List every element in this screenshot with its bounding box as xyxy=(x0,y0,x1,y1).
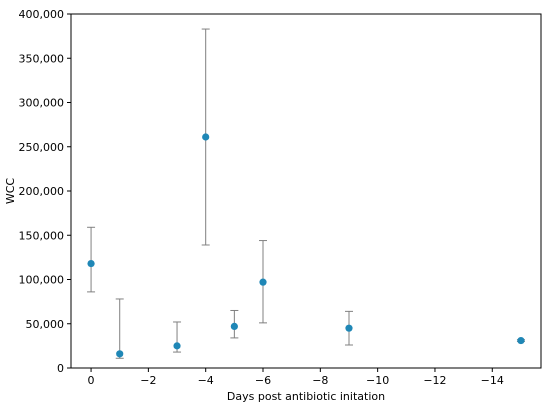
y-axis-label: WCC xyxy=(4,178,17,205)
data-point xyxy=(116,350,124,358)
x-tick-label: −8 xyxy=(312,374,328,387)
error-bars xyxy=(87,28,525,359)
x-tick-label: −2 xyxy=(140,374,156,387)
data-point xyxy=(517,336,525,345)
y-tick-label: 50,000 xyxy=(26,318,65,331)
y-tick-label: 150,000 xyxy=(19,229,65,242)
y-tick-label: 100,000 xyxy=(19,274,65,287)
y-tick-label: 200,000 xyxy=(19,185,65,198)
error-bar xyxy=(87,226,96,293)
x-tick-label: 0 xyxy=(88,374,95,387)
data-points xyxy=(87,133,525,358)
y-tick-label: 300,000 xyxy=(19,97,65,110)
y-tick-label: 350,000 xyxy=(19,52,65,65)
data-point xyxy=(259,278,267,286)
y-tick-label: 400,000 xyxy=(19,8,65,21)
data-point xyxy=(202,133,210,141)
x-axis-label: Days post antibiotic initation xyxy=(227,390,385,403)
data-point xyxy=(87,259,95,268)
x-tick-label: −4 xyxy=(198,374,214,387)
y-axis-ticks: 0 50,000 100,000 150,000 200,000 250,000 300,0… xyxy=(19,8,71,375)
x-tick-label: −6 xyxy=(255,374,271,387)
data-point xyxy=(230,322,238,331)
x-axis-ticks: 0 −2 −4 −6 −8 −10 −12 −14 xyxy=(88,368,504,387)
data-point xyxy=(345,324,353,332)
data-point xyxy=(173,342,181,350)
x-tick-label: −12 xyxy=(423,374,446,387)
plot-area-frame xyxy=(70,13,542,369)
x-tick-label: −10 xyxy=(366,374,389,387)
y-tick-label: 250,000 xyxy=(19,141,65,154)
y-tick-label: 0 xyxy=(57,362,64,375)
x-tick-label: −14 xyxy=(481,374,504,387)
error-bar xyxy=(115,298,124,359)
